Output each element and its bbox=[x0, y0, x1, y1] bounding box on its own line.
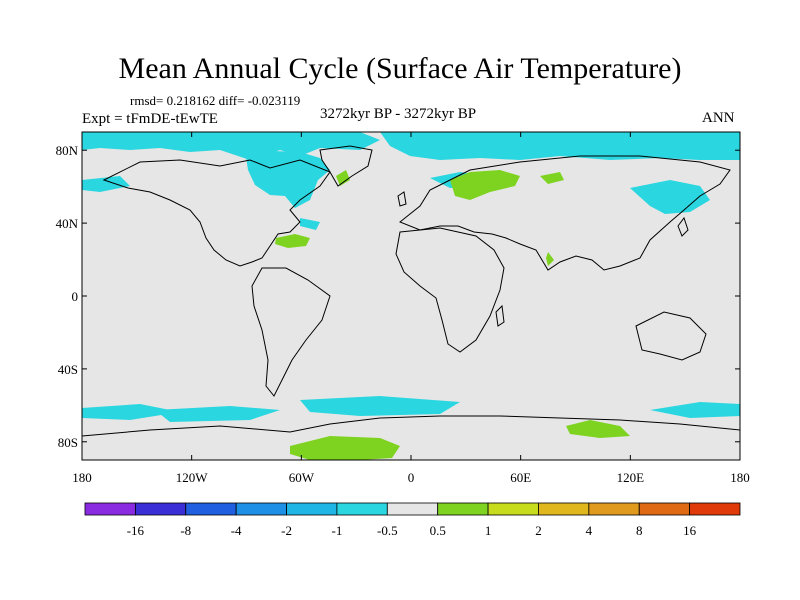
warm-patch-greenland bbox=[336, 170, 350, 186]
coastline-europe-asia bbox=[399, 155, 731, 271]
lat-tick-label: 80N bbox=[56, 143, 79, 158]
colorbar-swatch bbox=[437, 502, 489, 516]
cool-patch-southern-ocean-4 bbox=[650, 402, 740, 418]
cool-patch-southern-ocean-1 bbox=[82, 404, 180, 420]
colorbar-label: 8 bbox=[636, 523, 643, 538]
lon-tick-label: 60W bbox=[289, 470, 315, 485]
cool-patch-arctic-west bbox=[82, 132, 380, 160]
coastline-south-america bbox=[251, 267, 331, 397]
colorbar-label: -1 bbox=[332, 523, 343, 538]
colorbar-swatch bbox=[134, 502, 187, 516]
colorbar-swatch bbox=[538, 502, 590, 516]
coastline-north-america bbox=[102, 159, 331, 267]
lon-tick-label: 120E bbox=[617, 470, 645, 485]
lon-tick-label: 0 bbox=[408, 470, 415, 485]
lat-tick-label: 80S bbox=[58, 435, 78, 450]
colorbar-label: -0.5 bbox=[377, 523, 398, 538]
colorbar-swatch bbox=[235, 502, 287, 516]
coastline-greenland bbox=[319, 145, 373, 187]
colorbar-swatch bbox=[84, 502, 136, 516]
map-title: Mean Annual Cycle (Surface Air Temperatu… bbox=[118, 52, 682, 85]
cool-anomaly-regions bbox=[82, 132, 740, 422]
colorbar-label: -4 bbox=[231, 523, 242, 538]
colorbar-label: 1 bbox=[485, 523, 492, 538]
cool-patch-southern-ocean-3 bbox=[300, 396, 460, 416]
coastline-japan bbox=[677, 216, 689, 237]
lon-tick-label: 180 bbox=[730, 470, 750, 485]
coastline-madagascar bbox=[495, 304, 505, 327]
colorbar-swatch bbox=[386, 502, 439, 516]
cool-patch-pacific bbox=[300, 218, 320, 230]
colorbar-label: -2 bbox=[281, 523, 292, 538]
stats-text: rmsd= 0.218162 diff= -0.023119 bbox=[130, 93, 301, 108]
experiment-label: Expt = tFmDE-tEwTE bbox=[82, 111, 218, 127]
longitude-axis: 180 120W 60W 0 60E 120E 180 bbox=[72, 132, 750, 485]
lon-tick-label: 180 bbox=[72, 470, 92, 485]
colorbar: -16 -8 -4 -2 -1 -0.5 0.5 1 2 4 8 16 bbox=[84, 502, 741, 538]
warm-patch-india bbox=[546, 252, 554, 266]
colorbar-swatch bbox=[185, 502, 237, 516]
colorbar-label: 0.5 bbox=[430, 523, 446, 538]
colorbar-swatch bbox=[689, 502, 741, 516]
coastline-uk bbox=[397, 191, 407, 207]
warm-patch-eurasia-small bbox=[540, 172, 564, 184]
warm-patch-antarctica bbox=[290, 436, 400, 460]
lon-tick-label: 120W bbox=[176, 470, 209, 485]
period-label: 3272kyr BP - 3272kyr BP bbox=[320, 106, 477, 122]
cool-patch-alaska bbox=[82, 176, 130, 192]
coastlines bbox=[82, 145, 740, 437]
warm-patch-central-asia bbox=[450, 170, 520, 200]
cool-patch-southern-ocean-2 bbox=[155, 406, 280, 422]
warm-anomaly-regions bbox=[275, 170, 630, 460]
anomaly-shading bbox=[82, 132, 740, 460]
lat-tick-label: 0 bbox=[72, 289, 79, 304]
cool-patch-siberia bbox=[380, 132, 740, 160]
coastline-africa bbox=[395, 227, 505, 353]
coastline-australia bbox=[635, 311, 707, 361]
lon-tick-label: 60E bbox=[510, 470, 531, 485]
warm-patch-east-antarctica bbox=[566, 420, 630, 438]
colorbar-label: 4 bbox=[586, 523, 593, 538]
warm-patch-atlantic bbox=[275, 234, 310, 248]
coastline-antarctica bbox=[82, 415, 740, 437]
cool-patch-far-east bbox=[630, 180, 710, 214]
colorbar-label: 16 bbox=[683, 523, 697, 538]
colorbar-swatch bbox=[588, 502, 640, 516]
latitude-axis: 80N 40N 0 40S 80S bbox=[56, 143, 740, 450]
lat-tick-label: 40S bbox=[58, 362, 78, 377]
colorbar-label: 2 bbox=[535, 523, 542, 538]
colorbar-swatch bbox=[336, 502, 388, 516]
lat-tick-label: 40N bbox=[56, 216, 79, 231]
colorbar-label: -8 bbox=[180, 523, 191, 538]
colorbar-swatch bbox=[286, 502, 338, 516]
colorbar-swatch bbox=[638, 502, 691, 516]
colorbar-swatch bbox=[487, 502, 539, 516]
colorbar-label: -16 bbox=[127, 523, 145, 538]
season-label: ANN bbox=[702, 110, 735, 126]
